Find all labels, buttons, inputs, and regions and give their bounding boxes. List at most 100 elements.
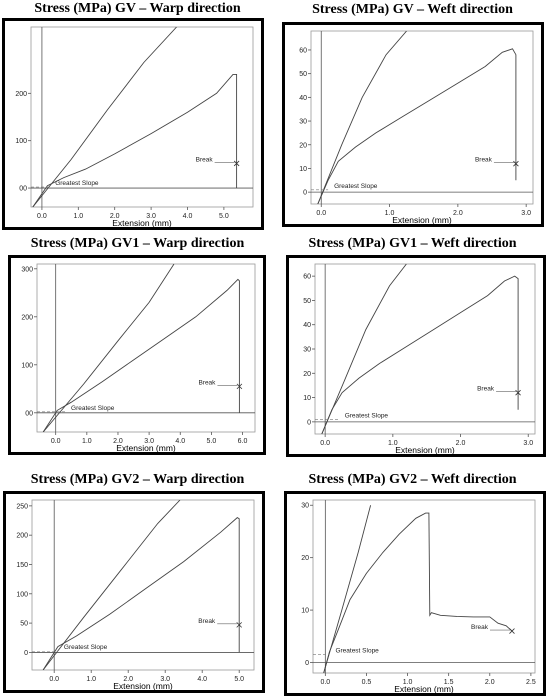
greatest-slope-line — [321, 264, 407, 434]
x-axis-label: Extension (mm) — [116, 443, 176, 452]
chart-title-gv2-weft: Stress (MPa) GV2 – Weft direction — [308, 472, 517, 487]
greatest-slope-label: Greatest Slope — [335, 648, 379, 655]
y-tick-label: 60 — [303, 274, 311, 281]
y-tick-label: 50 — [303, 298, 311, 305]
plot-area — [36, 263, 256, 433]
y-tick-label: 100 — [15, 138, 27, 145]
y-tick-label: 300 — [21, 266, 33, 273]
plot-area — [314, 263, 536, 435]
chart-title-gv1-warp: Stress (MPa) GV1 – Warp direction — [30, 236, 245, 251]
break-label: Break — [198, 379, 216, 386]
greatest-slope-label: Greatest Slope — [55, 180, 99, 187]
y-tick-label: 0 — [305, 660, 309, 667]
greatest-slope-label: Greatest Slope — [71, 405, 115, 412]
x-tick-label: 2.0 — [453, 210, 463, 217]
chart-panel-gv1-weft: 0.0 1.0 2.0 3.0 0 10 20 30 40 50 60 Extension (mm) B… — [286, 255, 546, 457]
stress-extension-curve — [321, 275, 519, 434]
plot-area — [312, 499, 536, 674]
y-tick-label: 0 — [307, 419, 311, 426]
x-tick-label: 0.0 — [320, 679, 330, 686]
chart-panel-gv-warp: 0.0 1.0 2.0 3.0 4.0 5.0 00 100 200 Extension (mm)… — [2, 18, 264, 230]
x-tick-label: 1.0 — [403, 679, 413, 686]
y-tick-label: 10 — [299, 166, 307, 173]
y-tick-label: 200 — [21, 314, 33, 321]
break-marker — [217, 622, 242, 628]
chart-title-gv-warp: Stress (MPa) GV – Warp direction — [34, 1, 241, 16]
x-tick-label: 2.0 — [456, 440, 466, 447]
x-tick-label: 4.0 — [183, 213, 193, 220]
x-tick-label: 2.0 — [110, 213, 120, 220]
chart-gv2-weft: 0.0 0.5 1.0 1.5 2.0 2.5 0 10 20 30 Extension (mm) B… — [301, 499, 536, 693]
x-tick-label: 0.0 — [49, 676, 59, 683]
y-tick-label: 20 — [303, 371, 311, 378]
x-tick-label: 6.0 — [238, 438, 248, 445]
break-label: Break — [477, 386, 495, 393]
y-tick-label: 150 — [16, 562, 28, 569]
plot-area — [31, 499, 255, 671]
x-tick-label: 1.0 — [73, 213, 83, 220]
y-tick-label: 20 — [301, 555, 309, 562]
greatest-slope-label: Greatest Slope — [345, 412, 389, 419]
chart-panel-gv-weft: 0.0 1.0 2.0 3.0 0 10 20 30 40 50 60 Extension (mm) B… — [282, 22, 544, 227]
y-tick-label: 250 — [16, 503, 28, 510]
x-tick-label: 2.5 — [526, 679, 536, 686]
chart-gv2-warp: 0.0 1.0 2.0 3.0 4.0 5.0 0 50 100 150 200 250 Extensi… — [16, 499, 255, 690]
y-tick-label: 20 — [299, 142, 307, 149]
chart-title-gv1-weft: Stress (MPa) GV1 – Weft direction — [308, 236, 517, 251]
x-tick-label: 1.0 — [385, 210, 395, 217]
x-tick-label: 2.0 — [123, 676, 133, 683]
chart-gv-weft: 0.0 1.0 2.0 3.0 0 10 20 30 40 50 60 Extension (mm) B… — [299, 30, 534, 224]
break-label: Break — [196, 156, 214, 163]
x-tick-label: 3.0 — [144, 438, 154, 445]
greatest-slope-label: Greatest Slope — [64, 644, 108, 651]
greatest-slope-line — [32, 27, 177, 207]
plot-area — [30, 26, 254, 208]
x-tick-label: 3.0 — [521, 210, 531, 217]
x-tick-label: 0.0 — [316, 210, 326, 217]
x-axis-label: Extension (mm) — [112, 218, 172, 227]
chart-panel-gv2-warp: 0.0 1.0 2.0 3.0 4.0 5.0 0 50 100 150 200 250 Extensi… — [3, 491, 265, 693]
y-tick-label: 00 — [25, 410, 33, 417]
x-tick-label: 5.0 — [207, 438, 217, 445]
y-tick-label: 60 — [299, 47, 307, 54]
break-marker — [214, 160, 240, 167]
x-tick-label: 0.0 — [51, 438, 61, 445]
greatest-slope-line — [42, 500, 181, 670]
break-marker — [217, 383, 243, 390]
break-marker — [496, 389, 521, 396]
y-tick-label: 40 — [299, 95, 307, 102]
x-tick-label: 2.0 — [113, 438, 123, 445]
x-axis-label: Extension (mm) — [113, 681, 173, 690]
y-tick-label: 50 — [20, 621, 28, 628]
chart-gv1-warp: 0.0 1.0 2.0 3.0 4.0 5.0 6.0 00 100 200 300 Extensio… — [21, 263, 256, 452]
y-tick-label: 10 — [303, 395, 311, 402]
y-tick-label: 00 — [19, 186, 27, 193]
y-tick-label: 0 — [24, 650, 28, 657]
x-tick-label: 5.0 — [234, 676, 244, 683]
y-tick-label: 200 — [15, 91, 27, 98]
x-tick-label: 5.0 — [219, 213, 229, 220]
x-axis-label: Extension (mm) — [392, 215, 452, 224]
x-tick-label: 0.0 — [320, 440, 330, 447]
break-label: Break — [475, 157, 493, 164]
y-tick-label: 200 — [16, 533, 28, 540]
plot-area — [310, 30, 534, 205]
greatest-slope-line — [317, 31, 407, 204]
greatest-slope-line — [42, 264, 175, 432]
x-tick-label: 2.0 — [485, 679, 495, 686]
y-tick-label: 30 — [301, 503, 309, 510]
x-axis-label: Extension (mm) — [395, 445, 455, 454]
greatest-slope-label: Greatest Slope — [334, 183, 378, 190]
x-tick-label: 3.0 — [523, 440, 533, 447]
x-tick-label: 0.0 — [37, 213, 47, 220]
y-tick-label: 50 — [299, 71, 307, 78]
chart-title-gv-weft: Stress (MPa) GV – Weft direction — [312, 2, 513, 17]
x-tick-label: 3.0 — [160, 676, 170, 683]
x-tick-label: 1.0 — [82, 438, 92, 445]
y-tick-label: 100 — [21, 362, 33, 369]
y-tick-label: 30 — [299, 119, 307, 126]
y-tick-label: 0 — [303, 190, 307, 197]
y-tick-label: 30 — [303, 347, 311, 354]
stress-extension-curve — [317, 48, 517, 204]
x-tick-label: 3.0 — [146, 213, 156, 220]
